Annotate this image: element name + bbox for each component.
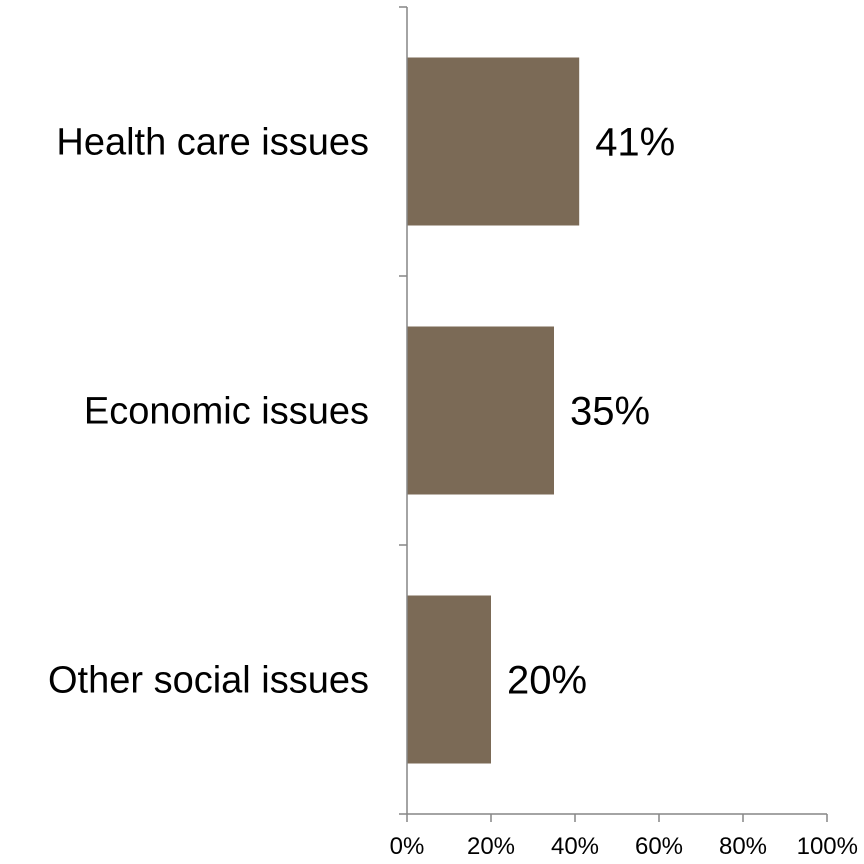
- bars-group: [407, 57, 580, 764]
- x-tick-label-1: 20%: [467, 833, 515, 860]
- data-label-1: 35%: [570, 390, 650, 434]
- data-label-2: 20%: [507, 659, 587, 703]
- category-label-0: Health care issues: [56, 122, 369, 164]
- bar-1: [407, 326, 554, 495]
- category-label-1: Economic issues: [84, 391, 369, 433]
- x-tick-label-5: 100%: [797, 833, 858, 860]
- x-tick-label-2: 40%: [551, 833, 599, 860]
- category-label-2: Other social issues: [48, 660, 369, 702]
- x-tick-label-3: 60%: [635, 833, 683, 860]
- data-label-0: 41%: [595, 121, 675, 165]
- labels-group: 41% Health care issues 35% Economic issues 2…: [48, 121, 858, 861]
- x-tick-label-4: 80%: [719, 833, 767, 860]
- x-tick-label-0: 0%: [390, 833, 425, 860]
- bar-0: [407, 57, 580, 226]
- bar-2: [407, 595, 491, 764]
- axes-group: [399, 6, 828, 822]
